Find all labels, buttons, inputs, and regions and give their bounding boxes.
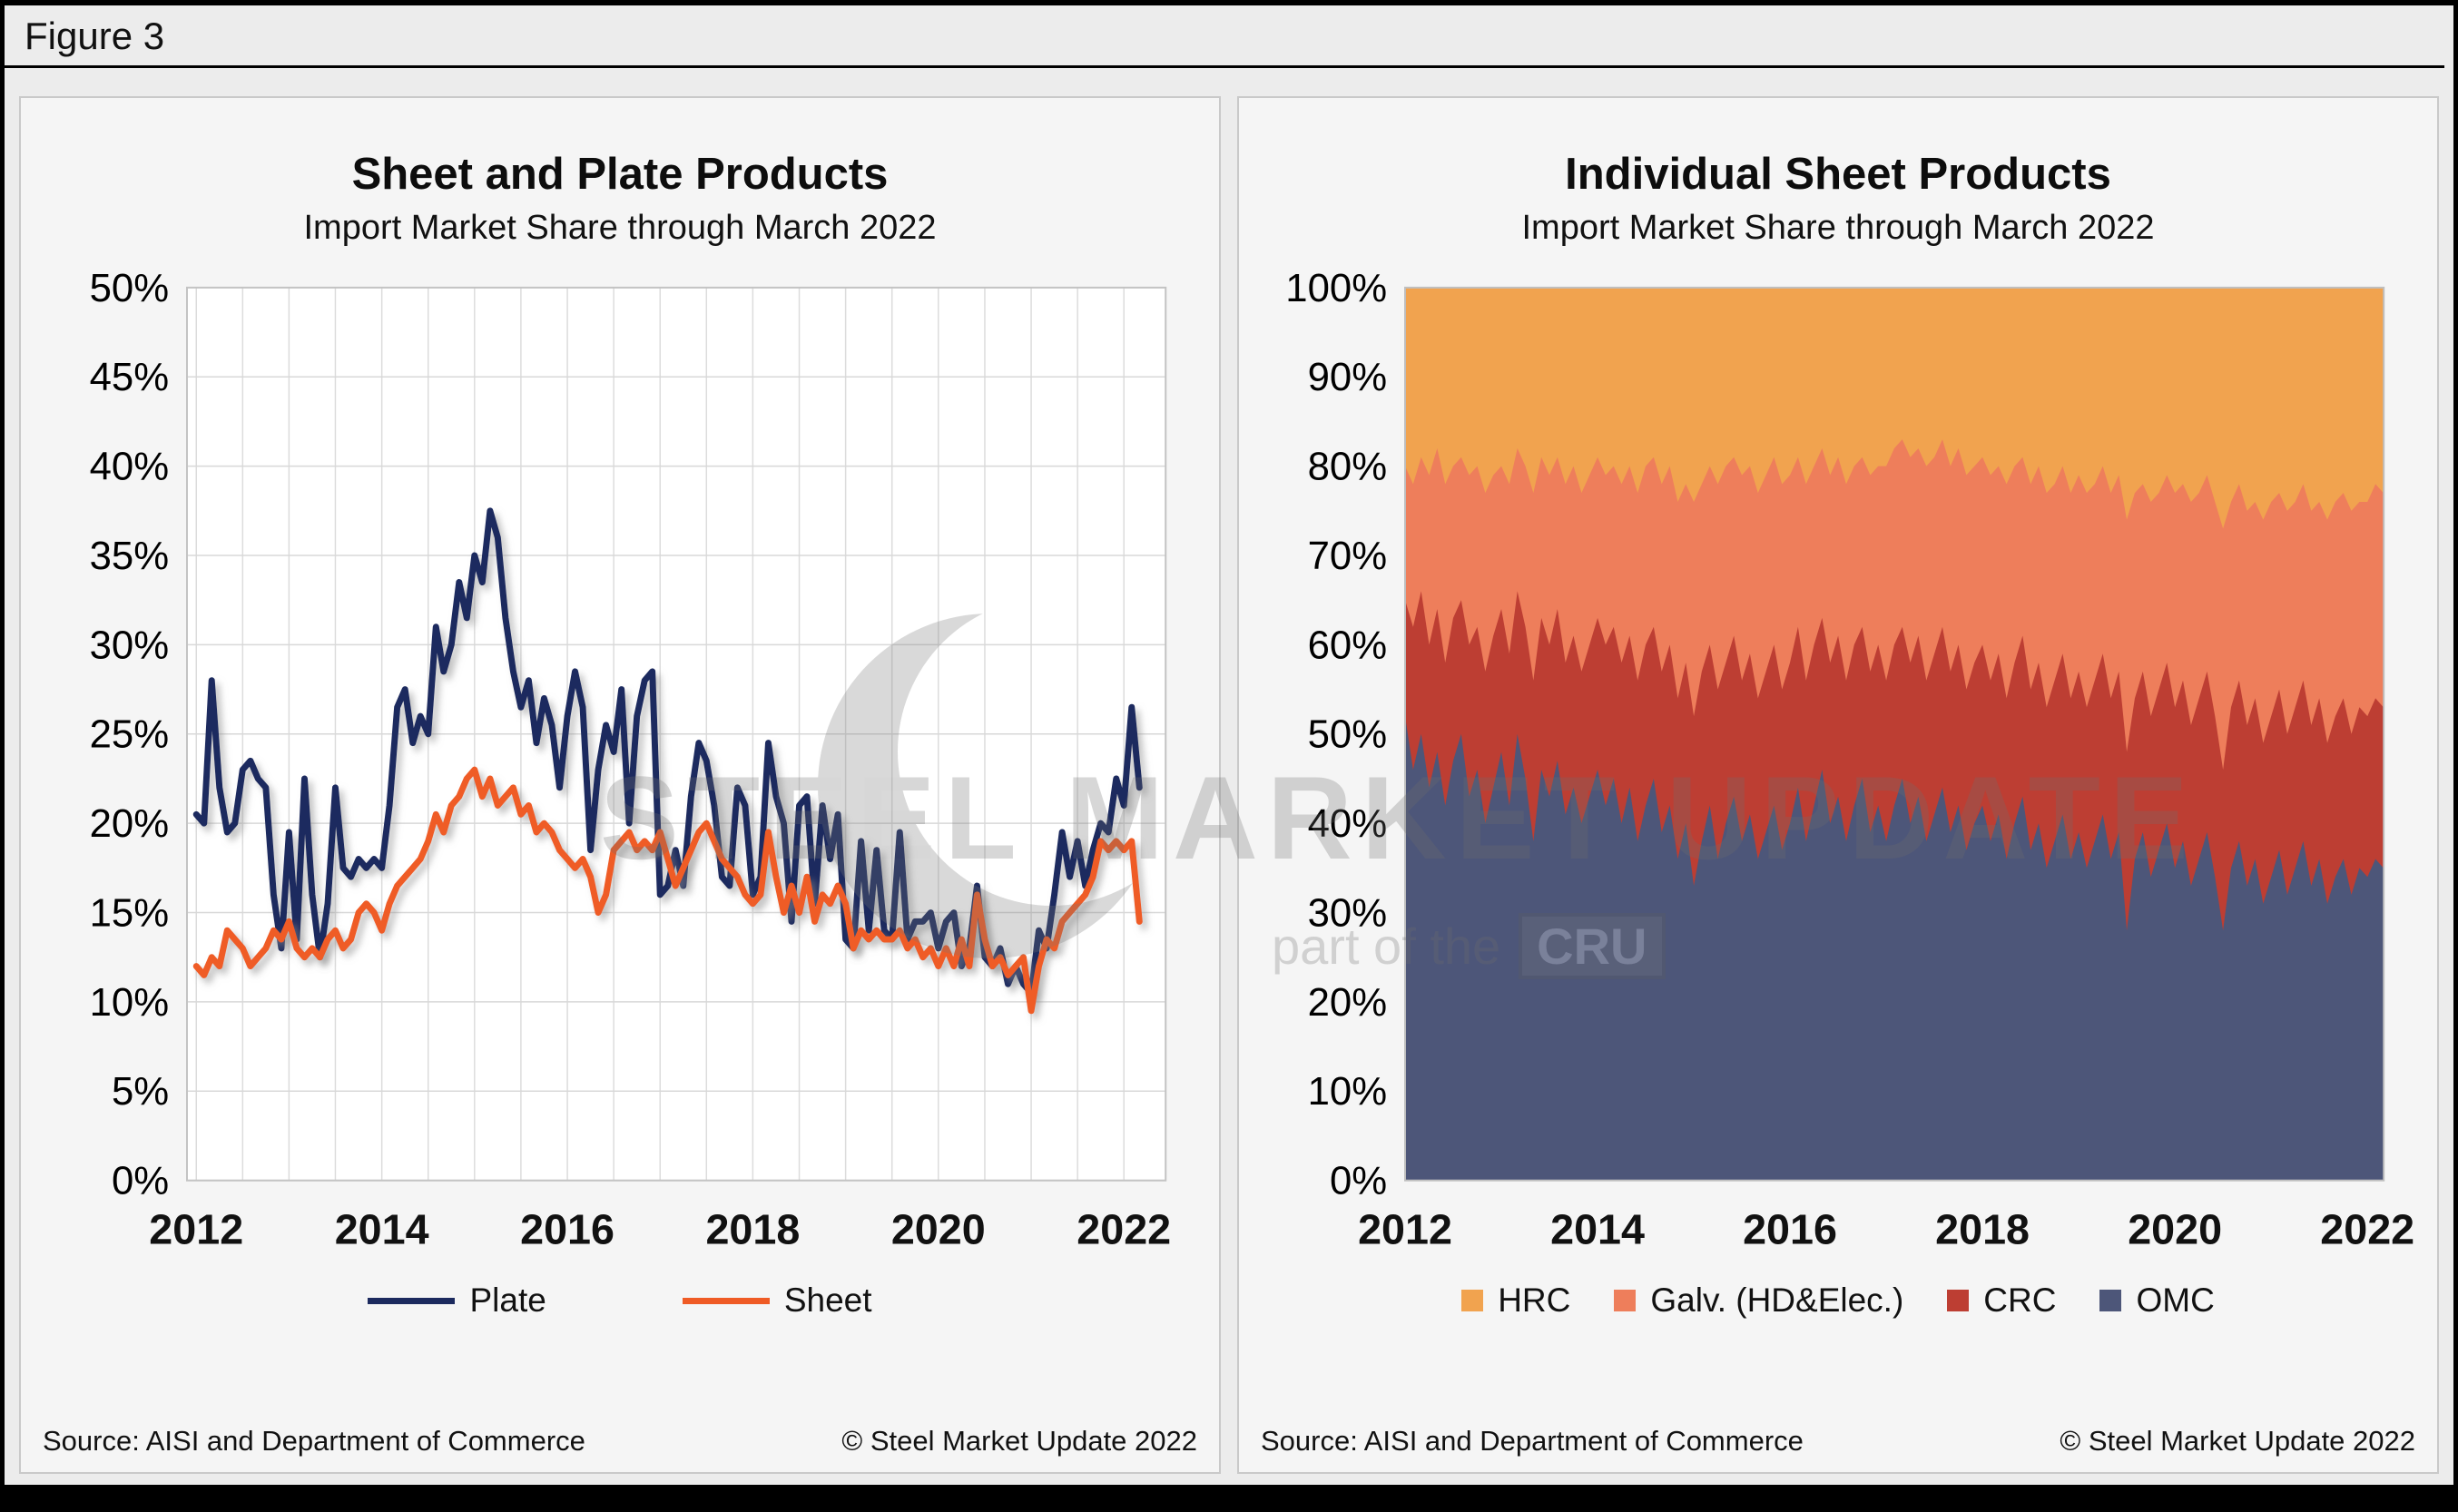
sheet-legend-label: Sheet <box>783 1281 872 1319</box>
left-chart-title: Sheet and Plate Products <box>351 150 889 199</box>
figure-page: Figure 3 Sheet and Plate Products Import… <box>5 5 2453 1485</box>
legend-item-galv: Galv. (HD&Elec.) <box>1614 1281 1903 1320</box>
svg-text:100%: 100% <box>1285 270 1387 310</box>
right-source-text: Source: AISI and Department of Commerce <box>1261 1425 1804 1457</box>
svg-text:2016: 2016 <box>1743 1205 1837 1252</box>
svg-text:20%: 20% <box>1308 980 1388 1025</box>
svg-text:0%: 0% <box>1330 1159 1387 1203</box>
svg-text:30%: 30% <box>90 623 170 667</box>
galv-swatch <box>1614 1290 1637 1311</box>
galv-legend-label: Galv. (HD&Elec.) <box>1650 1281 1904 1319</box>
svg-text:35%: 35% <box>90 534 170 578</box>
svg-text:2014: 2014 <box>1550 1205 1645 1252</box>
svg-text:2016: 2016 <box>520 1205 614 1252</box>
left-copyright-text: © Steel Market Update 2022 <box>841 1425 1197 1457</box>
plate-line-swatch <box>368 1297 456 1304</box>
charts-container: Sheet and Plate Products Import Market S… <box>19 96 2439 1474</box>
left-panel-footer: Source: AISI and Department of Commerce … <box>43 1425 1197 1461</box>
svg-text:80%: 80% <box>1308 445 1388 489</box>
svg-text:45%: 45% <box>90 355 170 399</box>
svg-text:2012: 2012 <box>1358 1205 1452 1252</box>
svg-text:50%: 50% <box>90 270 170 310</box>
right-copyright-text: © Steel Market Update 2022 <box>2060 1425 2415 1457</box>
svg-text:50%: 50% <box>1308 712 1388 757</box>
hrc-swatch <box>1461 1290 1484 1311</box>
svg-text:60%: 60% <box>1308 623 1388 667</box>
right-chart-title: Individual Sheet Products <box>1565 150 2111 199</box>
left-legend: Plate Sheet <box>43 1281 1197 1320</box>
right-legend: HRC Galv. (HD&Elec.) CRC OMC <box>1261 1281 2415 1320</box>
svg-text:0%: 0% <box>112 1159 169 1203</box>
hrc-legend-label: HRC <box>1498 1281 1571 1319</box>
right-panel-footer: Source: AISI and Department of Commerce … <box>1261 1425 2415 1461</box>
svg-text:5%: 5% <box>112 1069 169 1114</box>
omc-legend-label: OMC <box>2136 1281 2215 1319</box>
crc-legend-label: CRC <box>1983 1281 2057 1319</box>
legend-item-plate: Plate <box>368 1281 546 1320</box>
svg-text:2014: 2014 <box>335 1205 429 1252</box>
svg-text:2018: 2018 <box>1935 1205 2030 1252</box>
svg-text:40%: 40% <box>1308 801 1388 846</box>
svg-text:2020: 2020 <box>891 1205 986 1252</box>
right-panel: Individual Sheet Products Import Market … <box>1237 96 2439 1474</box>
right-chart-subtitle: Import Market Share through March 2022 <box>1521 209 2155 247</box>
svg-text:90%: 90% <box>1308 355 1388 399</box>
legend-item-omc: OMC <box>2099 1281 2215 1320</box>
svg-text:2022: 2022 <box>2320 1205 2414 1252</box>
figure-header: Figure 3 <box>5 5 2444 68</box>
plate-legend-label: Plate <box>469 1281 546 1319</box>
svg-text:2018: 2018 <box>705 1205 800 1252</box>
crc-swatch <box>1947 1290 1970 1311</box>
svg-text:10%: 10% <box>1308 1069 1388 1114</box>
svg-text:15%: 15% <box>90 890 170 935</box>
svg-text:25%: 25% <box>90 712 170 757</box>
svg-text:70%: 70% <box>1308 534 1388 578</box>
svg-text:2022: 2022 <box>1077 1205 1171 1252</box>
omc-swatch <box>2099 1290 2122 1311</box>
legend-item-hrc: HRC <box>1461 1281 1570 1320</box>
left-chart: 0% 5% 10% 15% 20% 25% 30% 35% 40% 45% 50% 2012 2014 2… <box>90 270 1172 1252</box>
left-chart-subtitle: Import Market Share through March 2022 <box>303 209 937 247</box>
sheet-line-swatch <box>682 1297 770 1304</box>
legend-item-crc: CRC <box>1947 1281 2056 1320</box>
right-chart: 0% 10% 20% 30% 40% 50% 60% 70% 80% 90% 100% 2012 201… <box>1285 270 2414 1252</box>
left-panel: Sheet and Plate Products Import Market S… <box>19 96 1221 1474</box>
svg-text:30%: 30% <box>1308 890 1388 935</box>
left-source-text: Source: AISI and Department of Commerce <box>43 1425 585 1457</box>
figure-label: Figure 3 <box>25 15 165 57</box>
svg-text:2012: 2012 <box>149 1205 243 1252</box>
svg-text:10%: 10% <box>90 980 170 1025</box>
legend-item-sheet: Sheet <box>682 1281 872 1320</box>
svg-text:2020: 2020 <box>2128 1205 2222 1252</box>
svg-text:40%: 40% <box>90 445 170 489</box>
svg-text:20%: 20% <box>90 801 170 846</box>
